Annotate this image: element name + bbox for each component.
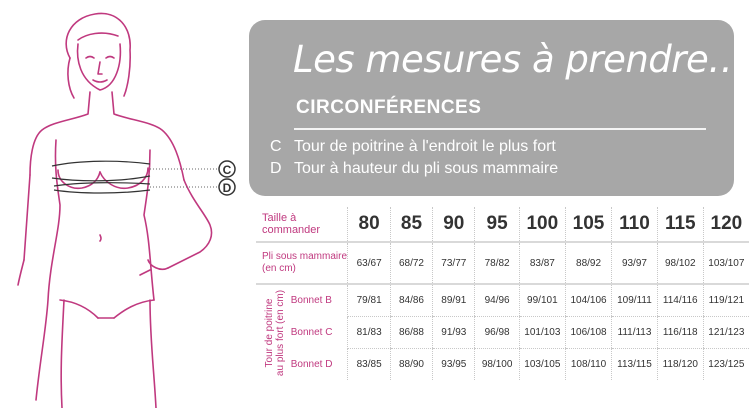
size-cell: 80 bbox=[347, 207, 391, 243]
table-cell: 114/116 bbox=[656, 284, 704, 317]
pli-label-line1: Pli sous mammaire bbox=[262, 251, 348, 262]
table-cell: 119/121 bbox=[702, 284, 749, 317]
table-row-sizes: Taille à commander 80 85 90 95 100 105 1… bbox=[256, 207, 749, 243]
body-figure-illustration: C D bbox=[17, 12, 236, 408]
table-row-bonnet-b: Tour de poitrine au plus fort (en cm) Bo… bbox=[256, 284, 749, 376]
table-cell: 98/102 bbox=[656, 242, 704, 285]
table-cell: 94/96 bbox=[474, 284, 520, 317]
size-cell: 85 bbox=[389, 207, 433, 243]
table-row-bonnet-c: Bonnet C 81/83 86/88 91/93 96/98 101/103… bbox=[256, 316, 749, 349]
size-cell: 100 bbox=[518, 207, 566, 243]
table-cell: 88/90 bbox=[389, 348, 433, 380]
vertical-label: Tour de poitrine au plus fort (en cm) bbox=[264, 289, 286, 375]
table-cell: 99/101 bbox=[518, 284, 566, 317]
table-cell: 68/72 bbox=[389, 242, 433, 285]
table-cell: 86/88 bbox=[389, 316, 433, 349]
table-cell: 103/105 bbox=[518, 348, 566, 380]
table-cell: 73/77 bbox=[432, 242, 475, 285]
table-cell: 116/118 bbox=[656, 316, 704, 349]
legend-key: D bbox=[270, 160, 282, 177]
legend-text: Tour à hauteur du pli sous mammaire bbox=[294, 160, 559, 177]
table-cell: 111/113 bbox=[611, 316, 658, 349]
legend-item-d: D Tour à hauteur du pli sous mammaire bbox=[270, 160, 558, 178]
section-subtitle: CIRCONFÉRENCES bbox=[296, 97, 482, 118]
legend-text: Tour de poitrine à l'endroit le plus for… bbox=[294, 138, 556, 155]
table-cell: 63/67 bbox=[347, 242, 391, 285]
bonnet-label: Bonnet D bbox=[290, 358, 333, 370]
marker-d-icon: D bbox=[218, 178, 236, 196]
table-cell: 101/103 bbox=[518, 316, 566, 349]
size-cell: 95 bbox=[474, 207, 520, 243]
table-cell: 106/108 bbox=[564, 316, 612, 349]
size-header-label: Taille à commander bbox=[256, 207, 348, 243]
table-cell: 83/87 bbox=[518, 242, 566, 285]
size-cell: 90 bbox=[432, 207, 475, 243]
table-cell: 109/111 bbox=[611, 284, 658, 317]
table-cell: 96/98 bbox=[474, 316, 520, 349]
table-cell: 113/115 bbox=[611, 348, 658, 380]
table-cell: 84/86 bbox=[389, 284, 433, 317]
table-cell: 81/83 bbox=[347, 316, 391, 349]
legend-item-c: C Tour de poitrine à l'endroit le plus fo… bbox=[270, 138, 556, 156]
header-panel bbox=[249, 20, 734, 196]
divider bbox=[294, 128, 706, 130]
marker-c-icon: C bbox=[218, 160, 236, 178]
table-cell: 118/120 bbox=[656, 348, 704, 380]
vertical-label-line1: Tour de poitrine bbox=[264, 298, 275, 367]
size-table: Taille à commander 80 85 90 95 100 105 1… bbox=[256, 207, 749, 380]
table-cell: 123/125 bbox=[702, 348, 749, 380]
table-cell: 88/92 bbox=[564, 242, 612, 285]
table-cell: 104/106 bbox=[564, 284, 612, 317]
bonnet-label: Bonnet B bbox=[290, 295, 332, 307]
table-cell: 89/91 bbox=[432, 284, 475, 317]
page-title: Les mesures à prendre… bbox=[293, 38, 745, 81]
table-cell: 121/123 bbox=[702, 316, 749, 349]
table-row-pli: Pli sous mammaire (en cm) 63/67 68/72 73… bbox=[256, 242, 749, 285]
pli-label-line2: (en cm) bbox=[262, 263, 296, 274]
table-cell: 78/82 bbox=[474, 242, 520, 285]
table-cell: 79/81 bbox=[347, 284, 391, 317]
legend-key: C bbox=[270, 138, 282, 155]
table-cell: 91/93 bbox=[432, 316, 475, 349]
table-cell: 93/95 bbox=[432, 348, 475, 380]
table-cell: 83/85 bbox=[347, 348, 391, 380]
table-cell: 103/107 bbox=[702, 242, 749, 285]
table-cell: 93/97 bbox=[611, 242, 658, 285]
marker-d-label: D bbox=[223, 181, 232, 195]
vertical-label-line2: au plus fort (en cm) bbox=[275, 289, 286, 376]
pli-label: Pli sous mammaire (en cm) bbox=[256, 242, 348, 285]
size-cell: 105 bbox=[564, 207, 612, 243]
marker-c-label: C bbox=[223, 163, 232, 177]
size-cell: 115 bbox=[656, 207, 704, 243]
table-cell: 108/110 bbox=[564, 348, 612, 380]
table-row-bonnet-d: Bonnet D 83/85 88/90 93/95 98/100 103/10… bbox=[256, 348, 749, 380]
size-cell: 120 bbox=[702, 207, 749, 243]
size-cell: 110 bbox=[611, 207, 658, 243]
bonnet-label: Bonnet C bbox=[290, 327, 333, 338]
vertical-label-cell: Tour de poitrine au plus fort (en cm) bbox=[256, 284, 287, 380]
table-cell: 98/100 bbox=[474, 348, 520, 380]
